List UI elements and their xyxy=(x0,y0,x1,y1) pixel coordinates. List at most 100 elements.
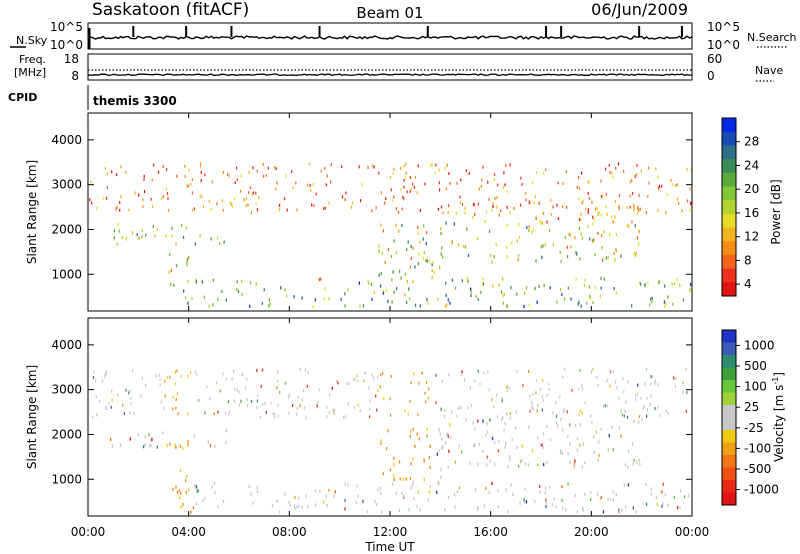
data-cell xyxy=(618,426,620,430)
data-cell xyxy=(426,230,428,235)
data-cell xyxy=(548,387,550,391)
data-cell xyxy=(602,404,605,408)
data-cell xyxy=(288,500,290,504)
data-cell xyxy=(578,387,580,391)
data-cell xyxy=(157,170,160,174)
data-cell xyxy=(614,258,616,262)
data-cell xyxy=(293,295,295,299)
data-cell xyxy=(474,488,477,492)
data-cell xyxy=(663,300,666,304)
colorbar-segment xyxy=(722,405,736,418)
data-cell xyxy=(633,458,635,462)
data-cell xyxy=(357,379,359,383)
data-cell xyxy=(470,290,473,294)
data-cell xyxy=(564,235,567,240)
data-cell xyxy=(632,506,634,510)
data-cell xyxy=(260,384,262,388)
data-cell xyxy=(454,505,456,509)
data-cell xyxy=(380,223,382,227)
data-cell xyxy=(240,399,242,403)
data-cell xyxy=(347,483,349,487)
data-cell xyxy=(448,373,450,377)
data-cell xyxy=(582,199,584,203)
colorbar-tick-label: 12 xyxy=(744,230,759,244)
data-cell xyxy=(390,254,392,259)
data-cell xyxy=(417,262,420,266)
data-cell xyxy=(413,496,415,501)
data-cell xyxy=(647,281,649,285)
data-cell xyxy=(180,491,182,495)
data-cell xyxy=(665,409,667,413)
data-cell xyxy=(117,223,119,227)
data-cell xyxy=(248,191,250,195)
data-cell xyxy=(297,396,299,400)
data-cell xyxy=(658,184,661,188)
data-cell xyxy=(581,171,583,175)
data-cell xyxy=(545,498,547,502)
power-yticks: 4000 3000 2000 1000 xyxy=(51,133,692,281)
freq-frame xyxy=(87,53,693,81)
data-cell xyxy=(686,391,688,394)
data-cell xyxy=(546,393,548,397)
data-cell xyxy=(665,302,667,306)
data-cell xyxy=(210,237,212,241)
data-cell xyxy=(199,194,201,198)
data-cell xyxy=(435,373,437,377)
data-cell xyxy=(573,462,575,466)
data-cell xyxy=(624,409,626,413)
data-cell xyxy=(367,165,369,169)
data-cell xyxy=(497,183,499,187)
data-cell xyxy=(532,407,534,411)
data-cell xyxy=(631,179,633,183)
data-cell xyxy=(418,252,420,256)
data-cell xyxy=(196,373,198,376)
freq-tick-top: 18 xyxy=(64,52,79,66)
colorbar-segment xyxy=(722,480,736,493)
data-cell xyxy=(503,292,505,297)
data-cell xyxy=(475,294,477,299)
data-cell xyxy=(214,491,216,495)
data-cell xyxy=(451,278,453,282)
data-cell xyxy=(609,170,611,174)
data-cell xyxy=(255,191,257,195)
data-cell xyxy=(559,449,562,453)
data-cell xyxy=(134,191,136,195)
data-cell xyxy=(447,204,450,208)
data-cell xyxy=(438,168,440,172)
data-cell xyxy=(566,410,568,414)
data-cell xyxy=(524,500,526,504)
data-cell xyxy=(224,411,227,415)
data-cell xyxy=(246,398,248,402)
data-cell xyxy=(559,250,561,254)
data-cell xyxy=(613,287,615,291)
data-cell xyxy=(409,189,411,193)
data-cell xyxy=(439,188,441,192)
data-cell xyxy=(384,260,386,264)
data-cell xyxy=(267,166,269,170)
data-cell xyxy=(525,198,527,202)
data-cell xyxy=(667,412,669,416)
data-cell xyxy=(93,370,95,374)
data-cell xyxy=(509,163,511,167)
data-cell xyxy=(451,241,453,245)
data-cell xyxy=(308,162,310,166)
data-cell xyxy=(225,298,227,302)
data-cell xyxy=(133,411,135,415)
data-cell xyxy=(541,408,543,412)
data-cell xyxy=(225,441,227,445)
data-cell xyxy=(546,460,548,464)
velocity-yticks: 4000 3000 2000 1000 xyxy=(51,338,692,486)
data-cell xyxy=(344,292,346,296)
data-cell xyxy=(294,504,296,508)
data-cell xyxy=(204,497,206,501)
data-cell xyxy=(405,300,408,305)
data-cell xyxy=(136,232,138,237)
data-cell xyxy=(309,184,311,187)
data-cell xyxy=(605,205,607,209)
data-cell xyxy=(348,382,350,385)
data-cell xyxy=(543,283,545,288)
data-cell xyxy=(268,298,271,302)
data-cell xyxy=(521,182,523,186)
data-cell xyxy=(401,491,403,495)
data-cell xyxy=(454,286,457,290)
